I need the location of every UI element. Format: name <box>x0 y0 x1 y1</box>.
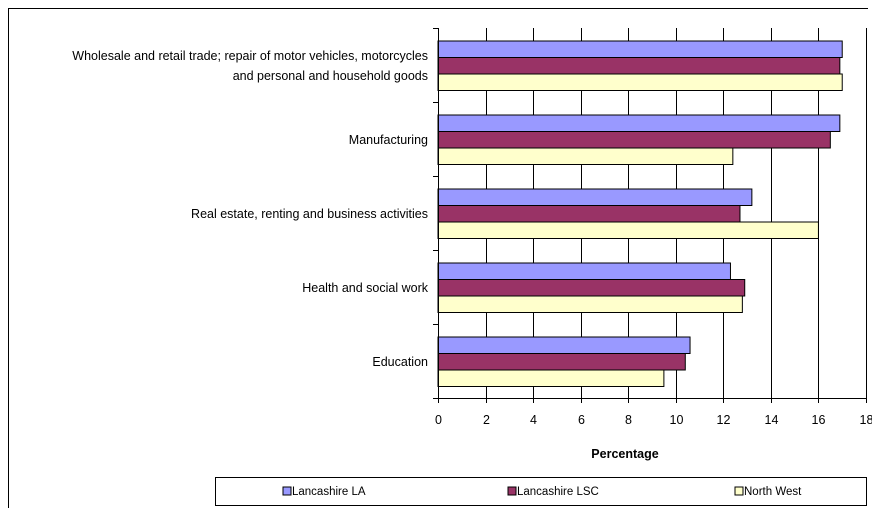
x-axis-title: Percentage <box>591 447 658 461</box>
bar-north-west-2 <box>437 221 819 239</box>
legend-swatch-lancashire-la <box>282 486 292 496</box>
bar-lancashire-lsc-2 <box>437 205 741 223</box>
category-label-3: Health and social work <box>302 281 429 295</box>
x-tick-label-2: 2 <box>483 413 490 427</box>
x-tick-label-4: 4 <box>530 413 537 427</box>
category-label-1: Manufacturing <box>349 133 428 147</box>
x-tick-label-6: 6 <box>578 413 585 427</box>
axes <box>8 8 868 508</box>
category-label-2: Real estate, renting and business activi… <box>191 207 428 221</box>
bar-lancashire-la-2 <box>437 188 753 206</box>
x-tick-label-10: 10 <box>670 413 684 427</box>
x-tick-label-18: 18 <box>860 413 872 427</box>
category-label-0-line-1: and personal and household goods <box>233 69 428 83</box>
labels: 0 2 4 6 8 10 12 14 16 18 Wholesale and retail trad… <box>72 49 872 427</box>
x-tick-label-8: 8 <box>625 413 632 427</box>
bars <box>437 40 843 387</box>
category-label-4: Education <box>372 355 428 369</box>
bar-north-west-3 <box>437 295 743 313</box>
bar-north-west-0 <box>437 73 843 91</box>
category-label-0-line-0: Wholesale and retail trade; repair of mo… <box>72 49 428 63</box>
legend-swatch-north-west <box>734 486 744 496</box>
bar-lancashire-lsc-1 <box>437 131 831 149</box>
bar-lancashire-la-3 <box>437 262 731 280</box>
x-tick-label-12: 12 <box>717 413 731 427</box>
legend-label-north-west: North West <box>744 486 802 498</box>
bar-lancashire-la-4 <box>437 336 691 354</box>
bar-lancashire-la-0 <box>437 40 843 58</box>
x-tick-label-16: 16 <box>812 413 826 427</box>
legend-swatch-lancashire-lsc <box>507 486 517 496</box>
x-tick-label-14: 14 <box>765 413 779 427</box>
bar-lancashire-lsc-4 <box>437 353 686 371</box>
x-tick-label-0: 0 <box>435 413 442 427</box>
legend-box <box>215 477 867 506</box>
bar-lancashire-la-1 <box>437 114 841 132</box>
legend-label-lancashire-la: Lancashire LA <box>292 486 366 498</box>
legend: Lancashire LA Lancashire LSC North West <box>215 477 867 506</box>
chart-border <box>8 8 868 508</box>
legend-label-lancashire-lsc: Lancashire LSC <box>517 486 599 498</box>
bar-north-west-4 <box>437 369 665 387</box>
bar-lancashire-lsc-0 <box>437 57 841 75</box>
bar-north-west-1 <box>437 147 734 165</box>
bar-lancashire-lsc-3 <box>437 279 746 297</box>
